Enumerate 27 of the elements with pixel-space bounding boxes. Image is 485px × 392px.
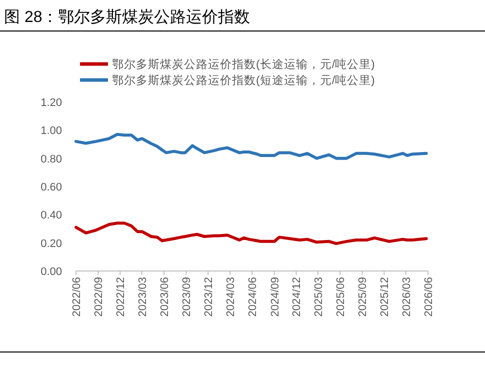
y-tick-label: 0.60	[40, 182, 62, 194]
x-tick-label: 2025/06	[335, 277, 348, 317]
x-tick-label: 2026/06	[423, 277, 435, 317]
x-tick-label: 2023/06	[158, 277, 171, 317]
x-tick-label: 2023/03	[136, 277, 149, 317]
y-tick-label: 0.80	[40, 153, 62, 166]
title: 图 28：鄂尔多斯煤炭公路运价指数	[4, 9, 250, 26]
x-tick-label: 2022/12	[115, 277, 128, 317]
legend-label: 鄂尔多斯煤炭公路运价指数(短途运输，元/吨公里)	[112, 74, 376, 87]
y-tick-label: 0.20	[40, 238, 62, 250]
y-tick-label: 1.20	[40, 97, 62, 109]
x-tick-label: 2024/12	[291, 277, 304, 317]
x-tick-label: 2023/12	[203, 277, 216, 317]
x-tick-label: 2025/12	[379, 277, 392, 317]
x-tick-label: 2022/06	[71, 277, 83, 317]
x-tick-label: 2024/06	[247, 277, 260, 317]
x-tick-label: 2024/09	[269, 277, 282, 317]
x-tick-label: 2025/03	[312, 277, 325, 317]
y-tick-label: 0.00	[40, 266, 62, 278]
y-tick-label: 1.00	[40, 125, 62, 138]
x-tick-label: 2023/09	[181, 277, 194, 317]
x-tick-label: 2025/09	[357, 277, 370, 317]
y-tick-label: 0.40	[40, 210, 62, 222]
x-tick-label: 2024/03	[224, 277, 237, 317]
x-tick-label: 2022/09	[93, 277, 106, 317]
x-tick-label: 2026/03	[400, 277, 413, 317]
legend-label: 鄂尔多斯煤炭公路运价指数(长途运输，元/吨公里)	[112, 58, 376, 71]
